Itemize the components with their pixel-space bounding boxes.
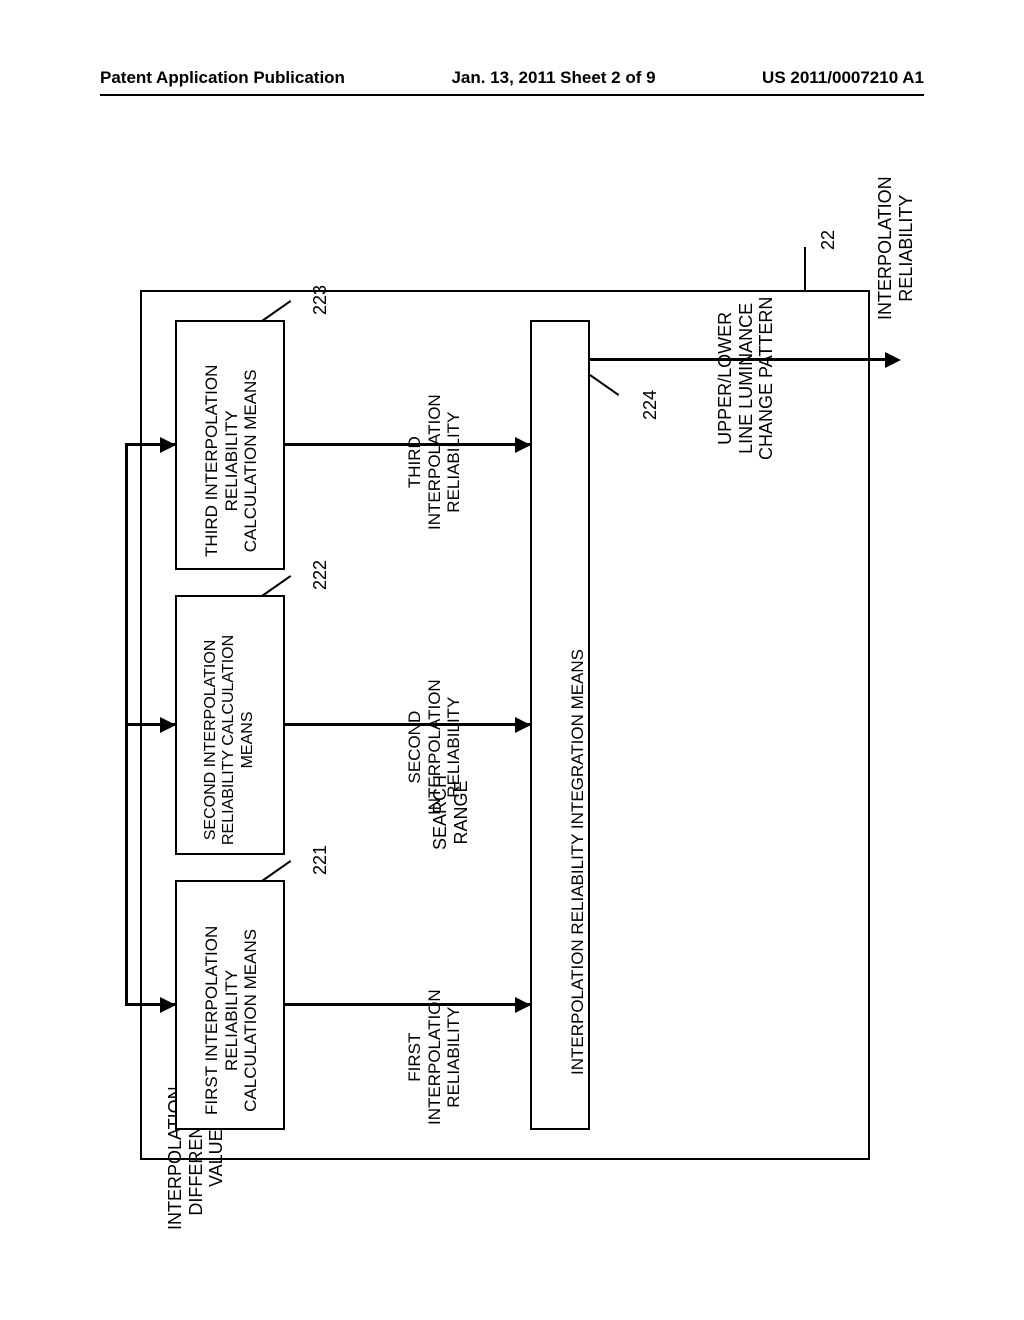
arrowhead-222-224 xyxy=(515,717,531,733)
ref-222: 222 xyxy=(310,560,331,590)
output-label: INTERPOLATION RELIABILITY xyxy=(875,176,916,320)
diagram-area: 22 INTERPOLATION DIFFERENCE VALUE SEARCH… xyxy=(0,0,1024,1320)
arrowhead-in-223 xyxy=(160,437,176,453)
ref-223: 223 xyxy=(310,285,331,315)
arrowhead-in-222 xyxy=(160,717,176,733)
block-221-label: FIRST INTERPOLATION RELIABILITY CALCULAT… xyxy=(202,926,261,1115)
arrowhead-in-221 xyxy=(160,997,176,1013)
mid-label-2: SECOND INTERPOLATION RELIABILITY xyxy=(405,679,464,815)
mid-label-3: THIRD INTERPOLATION RELIABILITY xyxy=(405,394,464,530)
ref-221: 221 xyxy=(310,845,331,875)
input-right-label: UPPER/LOWER LINE LUMINANCE CHANGE PATTER… xyxy=(715,297,777,460)
arrow-221-224 xyxy=(285,1003,530,1006)
block-223-label: THIRD INTERPOLATION RELIABILITY CALCULAT… xyxy=(202,365,261,557)
mid-label-1: FIRST INTERPOLATION RELIABILITY xyxy=(405,989,464,1125)
page: Patent Application Publication Jan. 13, … xyxy=(0,0,1024,1320)
block-224-label: INTERPOLATION RELIABILITY INTEGRATION ME… xyxy=(568,649,588,1075)
arrow-223-224 xyxy=(285,443,530,446)
block-222-label: SECOND INTERPOLATION RELIABILITY CALCULA… xyxy=(202,635,257,845)
arrowhead-221-224 xyxy=(515,997,531,1013)
leader-22 xyxy=(804,247,806,290)
arrow-222-224 xyxy=(285,723,530,726)
arrowhead-223-224 xyxy=(515,437,531,453)
ref-224: 224 xyxy=(640,390,661,420)
ref-22: 22 xyxy=(818,230,839,250)
